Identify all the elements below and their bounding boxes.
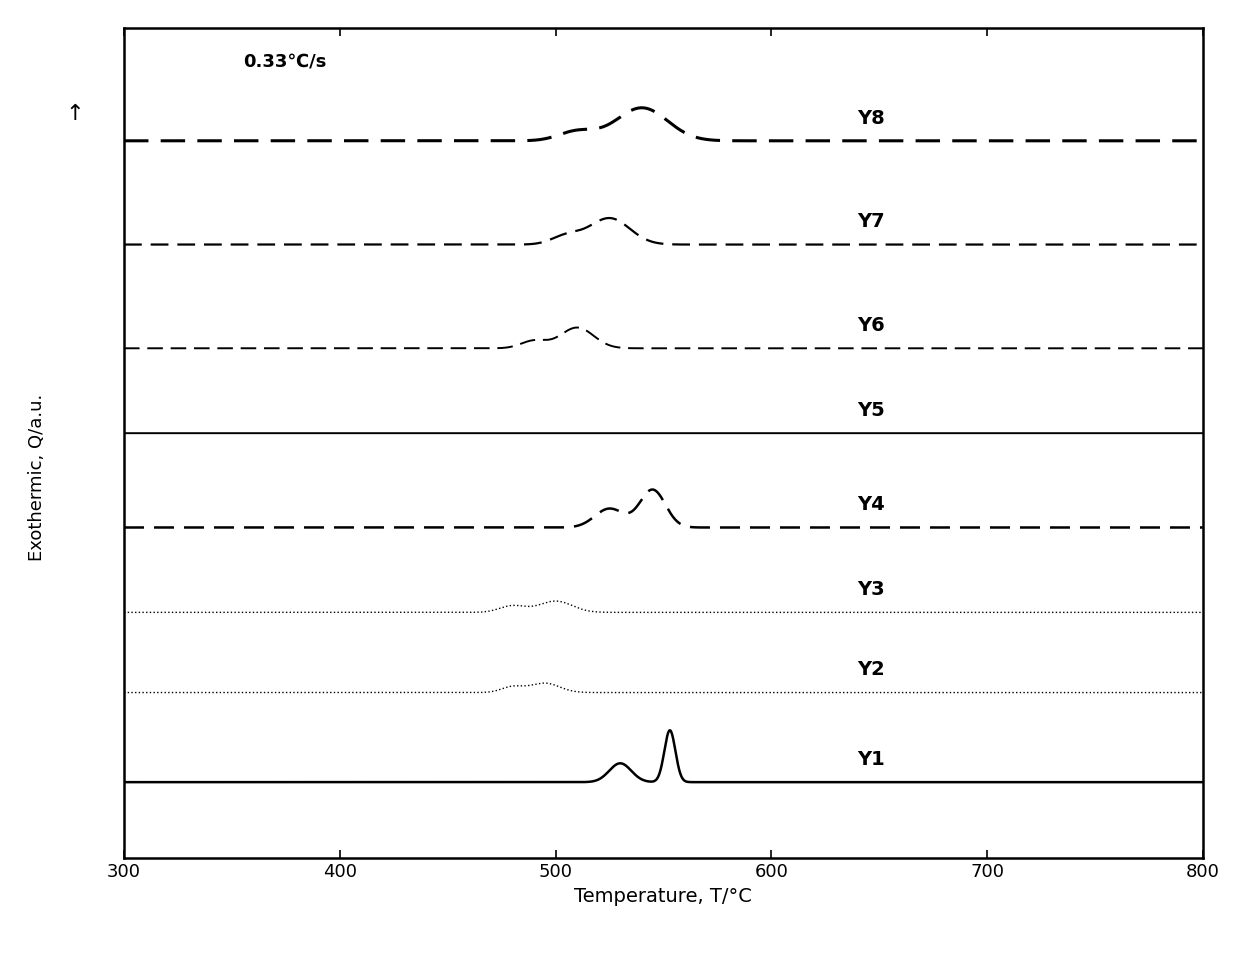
Text: Exothermic, Q/a.u.: Exothermic, Q/a.u. bbox=[29, 393, 46, 560]
Text: Y6: Y6 bbox=[858, 315, 885, 335]
Text: Y4: Y4 bbox=[858, 495, 885, 514]
Text: 0.33℃/s: 0.33℃/s bbox=[243, 52, 326, 71]
Text: Y1: Y1 bbox=[858, 749, 885, 768]
Text: ↑: ↑ bbox=[64, 105, 84, 124]
X-axis label: Temperature, T/°C: Temperature, T/°C bbox=[574, 886, 753, 905]
Text: Y3: Y3 bbox=[858, 579, 885, 598]
Text: Y7: Y7 bbox=[858, 213, 885, 232]
Text: Y5: Y5 bbox=[858, 400, 885, 419]
Text: Y2: Y2 bbox=[858, 659, 885, 679]
Text: Y8: Y8 bbox=[858, 109, 885, 128]
